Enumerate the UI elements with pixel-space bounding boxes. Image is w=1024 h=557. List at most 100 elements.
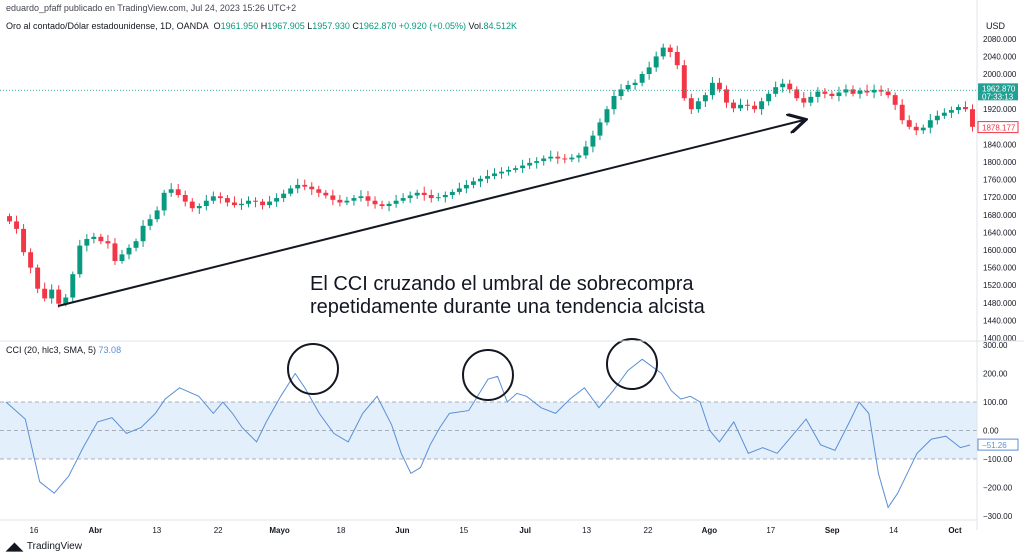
cci-title[interactable]: CCI (20, hlc3, SMA, 5) [6,345,97,355]
price-tick-label: 1640.000 [983,228,1017,237]
candle-body [871,89,877,93]
cci-tick-label: 300.00 [983,341,1008,350]
candle-body [161,192,167,211]
time-tick-label: Abr [89,526,103,535]
candle-body [745,104,751,106]
published-by: eduardo_pfaff publicado en TradingView.c… [6,3,297,13]
time-tick-label: Sep [825,526,840,535]
price-tick-label: 1840.000 [983,140,1017,149]
candle-body [604,109,610,123]
candle-body [646,67,652,74]
candle-body [738,104,743,109]
low-value: 1957.930 [312,21,350,31]
candle-body [955,107,961,111]
time-tick-label: 17 [766,526,775,535]
candle-body [920,127,926,131]
candle-body [639,74,645,83]
candle-body [492,173,497,177]
cci-axis: 300.00 200.00 100.00 0.00 −100.00 −200.00 −300… [983,341,1013,521]
candle-body [449,191,455,195]
candle-body [506,169,512,172]
tradingview-logo-icon: ◢◣ [6,541,23,553]
candle-body [470,181,476,185]
candle-body [196,206,202,209]
candle-body [217,196,223,199]
candle-body [435,197,441,199]
annotation-line-1: El CCI cruzando el umbral de sobrecompra [310,273,694,295]
candle-body [857,90,863,94]
candle-body [618,89,624,96]
cci-tick-label: −100.00 [983,455,1013,464]
time-tick-label: 15 [459,526,468,535]
candle-body [590,135,596,147]
candle-body [660,47,666,57]
open-value: 1961.950 [220,21,259,31]
candle-body [386,203,392,206]
candle-body [70,274,76,298]
last-price-text: 1962.870 [982,84,1016,93]
candle-body [372,200,378,205]
price-tick-label: 2040.000 [983,52,1017,61]
time-tick-label: 22 [214,526,223,535]
candle-body [766,93,772,102]
candle-body [667,47,673,52]
candle-body [400,198,406,201]
candle-body [14,221,20,229]
candle-body [35,267,41,289]
candle-body [836,92,842,96]
candle-body [548,156,554,159]
candle-body [456,188,462,192]
candle-body [477,178,483,182]
candle-body [189,201,195,209]
candle-body [260,201,266,206]
candle-body [147,219,153,226]
cci-tick-label: 100.00 [983,398,1008,407]
candle-body [105,241,111,244]
candle-body [379,204,385,206]
last-price-tag [978,83,1018,101]
candle-body [948,110,954,113]
candle-body [752,105,758,110]
cci-legend: CCI (20, hlc3, SMA, 5) 73.08 [6,345,121,355]
candle-body [688,98,694,110]
candle-body [407,195,413,199]
cci-value-tag [977,438,1019,451]
time-tick-label: 13 [582,526,591,535]
candle-body [267,201,273,206]
candle-body [555,156,561,159]
candle-body [63,297,69,304]
candle-body [499,171,505,174]
candle-body [253,200,258,202]
candle-body [330,195,336,200]
candle-body [84,239,90,246]
candle-body [49,289,55,299]
candle-body [716,82,722,90]
candle-body [119,254,125,261]
candle-body [632,82,638,85]
candle-body [724,89,729,103]
candle-body [337,199,343,203]
tradingview-watermark: ◢◣ TradingView [6,541,82,553]
candle-body [913,126,919,131]
candle-body [815,91,821,97]
candle-body [850,89,856,94]
candle-body [344,200,350,203]
candle-body [520,165,526,169]
candle-body [541,158,547,162]
price-tick-label: 1560.000 [983,264,1017,273]
symbol-name[interactable]: Oro al contado/Dólar estadounidense, 1D,… [6,21,209,31]
candle-body [864,90,870,93]
candle-body [674,52,680,66]
currency-label[interactable]: USD [986,21,1006,31]
low-price-text: 1878.177 [982,124,1016,133]
candle-body [414,192,420,196]
time-axis: 16 Abr 13 22 Mayo 18 Jun 15 Jul 13 22 Ago 17 Sep 14 Oct [30,526,962,535]
candles-layer [7,43,975,308]
candle-body [7,216,12,222]
candle-body [112,243,118,261]
candle-body [709,82,715,96]
candle-body [822,91,828,94]
candle-body [210,196,216,201]
candle-body [154,210,160,220]
cci-legend-value: 73.08 [98,345,122,355]
